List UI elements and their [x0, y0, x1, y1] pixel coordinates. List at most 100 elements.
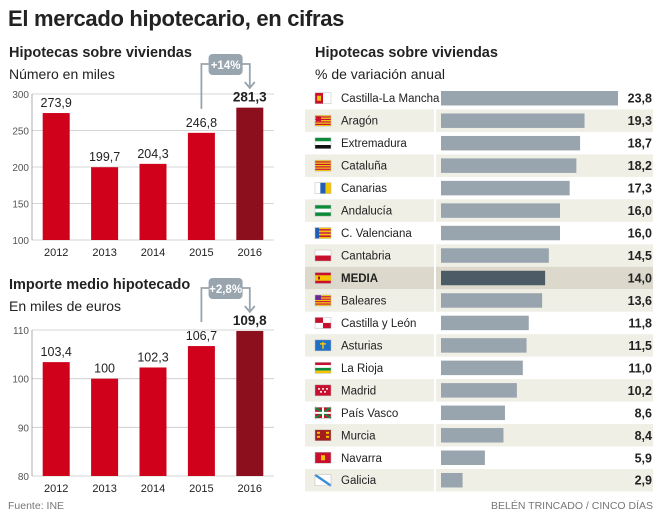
annotation-text: +2,8%	[209, 284, 242, 296]
flag-part	[315, 205, 331, 209]
flag-part	[315, 115, 331, 117]
flag-part	[320, 341, 326, 349]
bar-value-label: 273,9	[41, 96, 72, 110]
row-stripe	[305, 424, 434, 447]
madrid-flag	[314, 384, 332, 397]
source-note: Fuente: INE	[8, 500, 65, 512]
flag-part	[315, 227, 319, 239]
valenciana-flag	[314, 227, 332, 239]
flag-border	[314, 227, 332, 239]
bar	[441, 180, 570, 196]
region-label: Canarias	[341, 183, 387, 195]
region-label: La Rioja	[341, 363, 384, 375]
chart3-title: Hipotecas sobre viviendas	[315, 45, 498, 61]
y-tick-label: 250	[12, 127, 29, 138]
flag-part	[315, 120, 331, 122]
row-stripe	[305, 244, 434, 267]
region-row: La Rioja 11,0	[314, 360, 652, 375]
annotation-badge	[208, 54, 243, 75]
bar-value-label: 10,2	[628, 384, 652, 398]
bar-value-label: 16,0	[628, 204, 652, 218]
region-label: Galicia	[341, 475, 377, 487]
region-label: Madrid	[341, 385, 376, 397]
flag-border	[314, 137, 332, 149]
region-row: Extremadura 18,7	[314, 135, 652, 151]
flag-part	[315, 298, 331, 300]
flag-part	[315, 294, 331, 297]
bar-value-label: 109,8	[233, 313, 267, 328]
galicia-flag	[314, 473, 332, 487]
flag-border	[314, 339, 332, 352]
flag-part	[315, 124, 331, 127]
bar	[139, 163, 167, 240]
y-tick-label: 200	[12, 163, 29, 174]
y-tick-label: 80	[18, 472, 30, 483]
flag-part	[315, 322, 323, 329]
y-tick-label: 110	[13, 326, 29, 337]
bar-value-label: 19,3	[628, 114, 652, 128]
flag-border	[314, 452, 332, 464]
row-stripe	[305, 334, 434, 357]
flag-part	[315, 367, 331, 371]
row-stripe	[305, 289, 434, 312]
flag-part	[323, 322, 331, 329]
flag-part	[315, 304, 331, 306]
row-stripe	[305, 109, 434, 132]
flag-part	[326, 435, 329, 438]
castilla-leon-flag	[314, 317, 332, 329]
region-row: Andalucía 16,0	[305, 199, 653, 222]
region-label: Cataluña	[341, 161, 388, 173]
flag-part	[315, 161, 331, 163]
bar	[441, 248, 549, 263]
flag-border	[314, 92, 332, 104]
y-tick-label: 100	[12, 236, 29, 247]
bar-value-label: 13,6	[628, 294, 652, 308]
annotation-badge	[208, 278, 243, 299]
flag-border	[314, 294, 332, 307]
bar-value-label: 18,2	[628, 159, 652, 173]
bar-value-label: 14,5	[628, 249, 652, 263]
spain-flag	[314, 272, 332, 284]
flag-part	[315, 116, 331, 118]
flag-part	[315, 232, 331, 234]
bar	[187, 346, 215, 476]
flag-part	[315, 163, 331, 166]
flag-part	[315, 362, 331, 366]
bar	[441, 225, 560, 241]
flag-border	[314, 429, 332, 442]
aragon-flag	[314, 114, 332, 127]
flag-part	[315, 208, 331, 213]
bar	[441, 293, 543, 308]
region-row: MEDIA 14,0	[305, 266, 653, 290]
region-row: País Vasco 8,6	[314, 405, 652, 420]
region-row: Murcia 8,4	[305, 424, 653, 447]
row-stripe	[305, 379, 434, 402]
y-tick-label: 90	[18, 423, 30, 434]
x-tick-label: 2016	[238, 247, 262, 259]
row-bg-media	[305, 266, 434, 290]
flag-border	[314, 474, 332, 486]
flag-part	[323, 92, 331, 104]
flag-part	[315, 317, 323, 323]
flag-border	[314, 249, 332, 262]
bar-value-label: 18,7	[628, 137, 652, 151]
chart3-subtitle: % de variación anual	[315, 66, 445, 82]
y-tick-label: 100	[12, 375, 29, 386]
region-row: Cataluña 18,2	[305, 154, 653, 177]
bar-value-label: 100	[94, 362, 115, 376]
y-tick-label: 300	[12, 90, 29, 101]
region-label: Andalucía	[341, 206, 393, 218]
page-title: El mercado hipotecario, en cifras	[8, 6, 345, 31]
flag-part	[315, 166, 331, 168]
flag-part	[315, 407, 331, 419]
flag-part	[317, 95, 321, 101]
chart1-title: Hipotecas sobre viviendas	[9, 45, 192, 61]
bar	[441, 450, 485, 465]
flag-part	[315, 117, 331, 119]
flag-border	[314, 362, 332, 374]
region-row: Castilla-La Mancha 23,8	[314, 91, 652, 106]
flag-part	[326, 431, 329, 434]
flag-part	[315, 275, 331, 281]
flag-border	[314, 384, 332, 397]
bar-value-label: 8,6	[635, 406, 652, 420]
